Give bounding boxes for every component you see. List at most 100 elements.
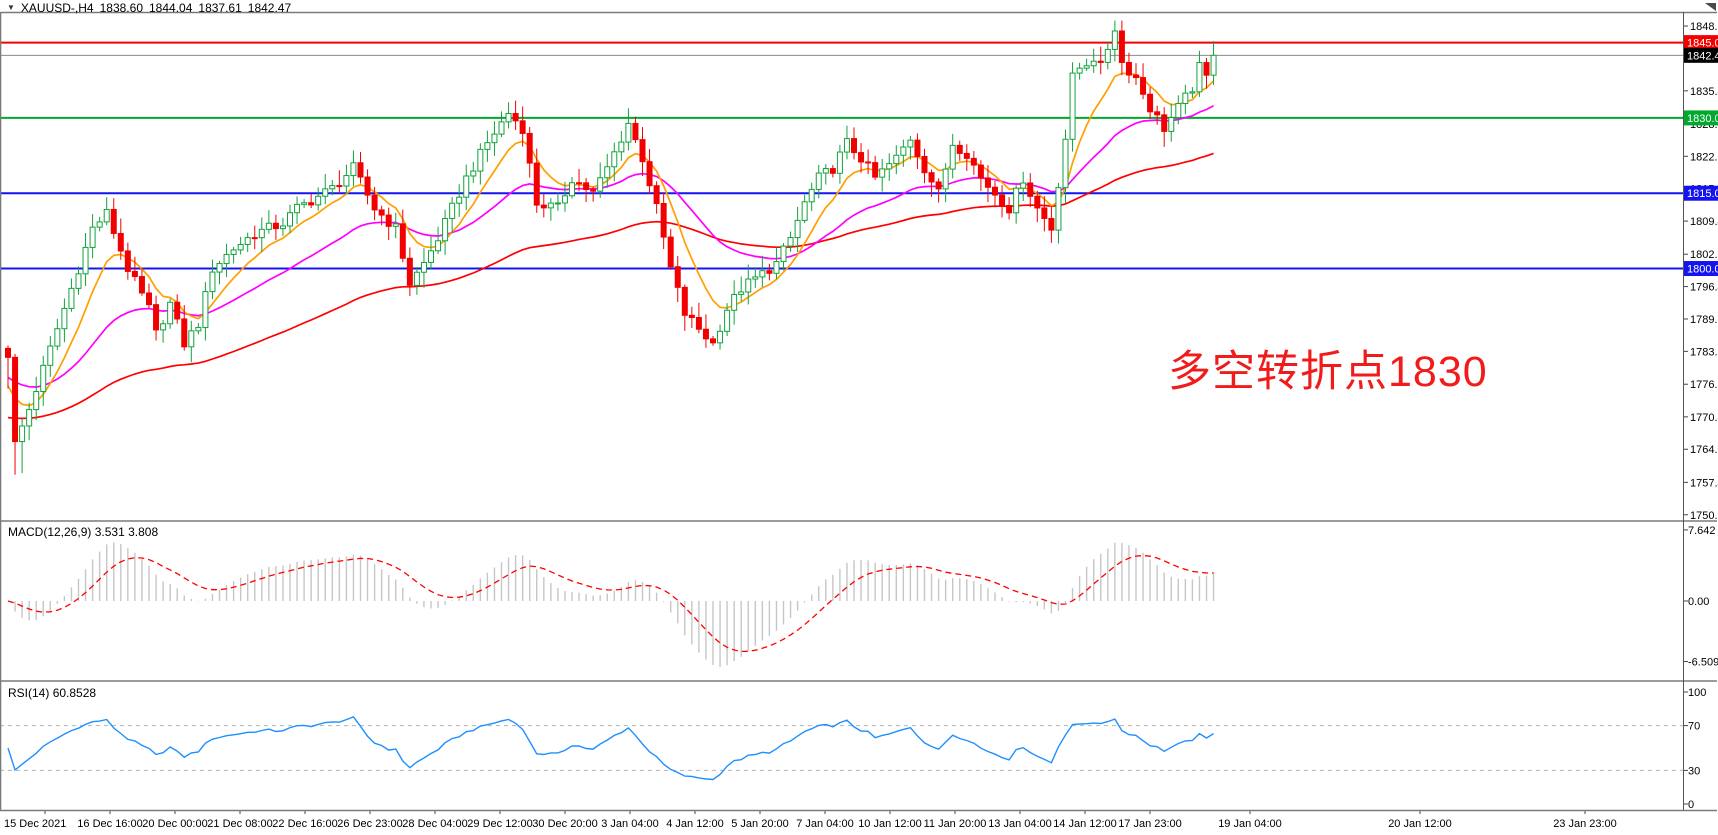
ohlc-close-value: 1842.47: [247, 1, 292, 15]
bull-candle-body: [392, 223, 399, 227]
bear-candle-body: [519, 120, 526, 134]
bull-candle-body: [456, 196, 463, 204]
bull-candle-body: [801, 201, 808, 221]
time-axis: 15 Dec 2021 16 Dec 16:00 20 Dec 00:00 21 De…: [4, 810, 1617, 830]
time-tick-label: 15 Dec 2021: [4, 818, 66, 830]
bear-candle-body: [357, 162, 364, 178]
bear-candle-body: [336, 185, 343, 188]
time-tick-label: 29 Dec 12:00: [467, 818, 532, 830]
bull-candle-body: [1013, 187, 1020, 214]
time-tick-label: 11 Jan 20:00: [924, 818, 987, 830]
bear-candle-body: [146, 292, 152, 306]
rsi-tick-label: 70: [1688, 721, 1700, 733]
rsi-pane: 100 70 30 0: [0, 687, 1706, 811]
bull-candle-body: [752, 276, 759, 280]
bull-candle-body: [554, 202, 561, 205]
bear-candle-body: [181, 318, 188, 348]
bull-candle-body: [428, 250, 434, 263]
ohlc-low-value: 1837.61: [198, 1, 242, 15]
chart-title-bar: ▼ XAUUSD-,H4 1838.60 1844.04 1837.61 184…: [7, 1, 291, 15]
bull-candle-body: [569, 182, 575, 197]
bear-candle-body: [999, 194, 1006, 207]
bear-candle-body: [131, 270, 138, 278]
price-marker-label: 1842.47: [1687, 50, 1718, 62]
bull-candle-body: [505, 112, 512, 123]
bear-candle-body: [1048, 217, 1055, 231]
bull-candle-body: [463, 175, 470, 198]
bear-candle-body: [858, 152, 865, 163]
bull-candle-body: [265, 222, 272, 230]
bull-candle-body: [230, 249, 237, 255]
bull-candle-body: [96, 221, 103, 228]
candlestick-series[interactable]: [5, 20, 1217, 475]
bull-candle-body: [787, 237, 794, 247]
bear-candle-body: [5, 347, 11, 358]
bear-candle-body: [710, 338, 716, 344]
time-tick-label: 17 Jan 23:00: [1118, 818, 1182, 830]
bear-candle-body: [992, 186, 998, 196]
bull-candle-body: [843, 138, 850, 153]
pane-borders: [0, 3, 1717, 812]
macd-tick-label: 7.642: [1688, 525, 1716, 537]
time-tick-label: 22 Dec 16:00: [272, 818, 337, 830]
bull-candle-body: [1104, 48, 1111, 63]
bull-candle-body: [103, 208, 110, 223]
bull-candle-body: [160, 323, 167, 331]
bear-candle-body: [590, 189, 597, 192]
bull-candle-body: [329, 185, 336, 190]
bear-candle-body: [977, 164, 984, 179]
macd-signal-line: [7, 554, 1214, 653]
bear-candle-body: [583, 182, 590, 191]
symbol-dropdown-icon[interactable]: ▼: [7, 3, 15, 12]
price-marker-label: 1845.00: [1687, 38, 1718, 50]
price-tick-label: 1750.95: [1690, 510, 1718, 522]
bull-candle-body: [1196, 62, 1203, 93]
ma-fast-line: [7, 72, 1215, 407]
bull-candle-body: [1055, 187, 1062, 231]
bull-candle-body: [1062, 138, 1069, 189]
bull-candle-body: [618, 141, 625, 153]
bull-candle-body: [907, 139, 914, 148]
price-tick-label: 1776.95: [1690, 379, 1718, 391]
macd-tick-label: -6.509: [1688, 657, 1718, 669]
bear-candle-body: [512, 112, 519, 122]
bear-candle-body: [956, 144, 963, 154]
time-tick-label: 10 Jan 12:00: [858, 818, 922, 830]
bull-candle-body: [491, 133, 498, 144]
bull-candle-body: [879, 168, 886, 178]
time-tick-label: 20 Dec 00:00: [142, 818, 207, 830]
bear-candle-body: [399, 223, 406, 259]
bull-candle-body: [89, 226, 96, 248]
price-tick-label: 1848.30: [1690, 21, 1718, 33]
bear-candle-body: [385, 214, 392, 227]
bear-candle-body: [695, 316, 702, 330]
bull-candle-body: [815, 172, 822, 190]
bear-candle-body: [851, 138, 857, 154]
bull-candle-body: [315, 195, 322, 206]
symbol-period-label: XAUUSD-,H4: [20, 1, 94, 15]
bear-candle-body: [272, 222, 279, 230]
time-tick-label: 16 Dec 16:00: [77, 818, 142, 830]
bull-candle-body: [54, 328, 61, 347]
scroll-to-end-icon[interactable]: [1705, 3, 1716, 11]
bear-candle-body: [174, 301, 181, 320]
bear-candle-body: [935, 181, 942, 190]
bull-candle-body: [202, 291, 209, 329]
bear-candle-body: [639, 139, 646, 163]
bear-candle-body: [632, 122, 639, 141]
bear-candle-body: [117, 232, 124, 252]
bull-candle-body: [498, 121, 505, 135]
bear-candle-body: [1161, 114, 1168, 132]
price-tick-label: 1757.40: [1690, 477, 1718, 489]
price-marker-label: 1800.00: [1687, 264, 1718, 276]
bear-candle-body: [653, 185, 660, 204]
bull-candle-body: [75, 273, 82, 289]
bear-candle-body: [251, 237, 258, 240]
bear-candle-body: [110, 208, 117, 234]
macd-values: 3.531 3.808: [94, 525, 159, 539]
bear-candle-body: [872, 162, 879, 178]
bull-candle-body: [435, 240, 442, 252]
bull-candle-body: [484, 142, 491, 150]
